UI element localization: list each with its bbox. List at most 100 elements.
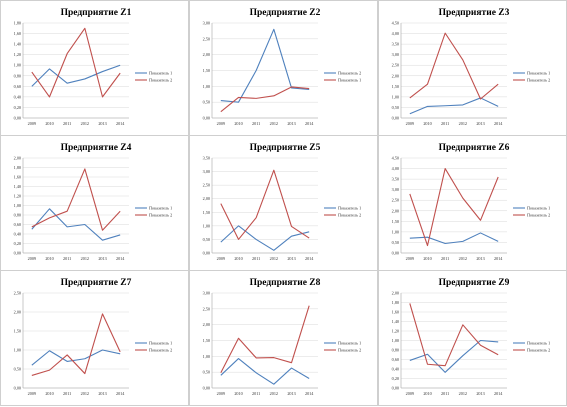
y-tick-label: 1,00 [14,203,21,209]
y-tick-label: 0,00 [392,251,399,257]
y-tick-label: 0,20 [14,241,21,247]
legend-label: Показатель 2 [527,78,550,83]
y-tick-label: 1,40 [14,42,21,48]
series-line-2 [409,32,499,100]
x-tick-label: 2010 [45,256,53,261]
x-tick-label: 2011 [441,256,449,261]
x-tick-label: 2013 [287,256,295,261]
x-tick-label: 2010 [423,121,431,126]
x-tick-label: 2009 [28,256,36,261]
legend-label: Показатель 1 [338,341,361,346]
y-tick-label: 2,50 [203,36,210,42]
y-tick-label: 2,50 [392,63,399,69]
y-tick-label: 0,50 [392,105,399,111]
y-tick-label: 2,00 [14,156,21,162]
x-tick-label: 2011 [441,121,449,126]
chart-svg-3: Предприятие Z3 0,00 0,50 1,00 1,50 2,00 2,50 3,… [392,8,551,126]
x-tick-label: 2009 [28,121,36,126]
y-tick-label: 1,00 [14,348,21,354]
x-tick-label: 2010 [234,121,242,126]
series-line-1 [220,225,310,251]
chart-svg-5: Предприятие Z5 0,00 0,50 1,00 1,50 2,00 2,50 3,… [203,143,362,261]
legend-label: Показатель 2 [527,213,550,218]
y-tick-label: 0,00 [392,386,399,392]
y-tick-label: 1,80 [14,165,21,171]
x-tick-label: 2009 [406,391,414,396]
y-tick-label: 1,50 [203,210,210,216]
y-tick-label: 1,00 [203,84,210,90]
x-tick-label: 2010 [234,391,242,396]
x-tick-label: 2014 [116,256,125,261]
y-tick-label: 0,80 [392,348,399,354]
y-tick-label: 2,00 [14,310,21,316]
y-tick-label: 0,00 [14,116,21,122]
x-tick-label: 2010 [423,391,431,396]
series-line-2 [220,169,310,240]
series-line-1 [409,97,499,115]
x-tick-label: 2009 [406,256,414,261]
y-tick-label: 0,50 [203,100,210,106]
chart-svg-8: Предприятие Z8 0,00 0,50 1,00 1,50 2,00 2,50 3,… [203,278,362,396]
y-tick-label: 2,00 [203,322,210,328]
y-tick-label: 1,00 [392,338,399,344]
y-tick-label: 0,80 [14,73,21,79]
chart-panel-2: Предприятие Z2 0,00 0,50 1,00 1,50 2,00 2,50 3,… [189,0,378,136]
x-tick-label: 2014 [116,391,125,396]
y-tick-label: 2,00 [392,291,399,297]
y-tick-label: 0,40 [392,367,399,373]
x-tick-label: 2010 [234,256,242,261]
x-tick-label: 2014 [494,256,503,261]
legend-label: Показатель 2 [527,348,550,353]
chart-panel-5: Предприятие Z5 0,00 0,50 1,00 1,50 2,00 2,50 3,… [189,135,378,271]
legend-label: Показатель 1 [149,206,172,211]
y-tick-label: 0,00 [14,386,21,392]
y-tick-label: 0,80 [14,213,21,219]
y-tick-label: 4,50 [392,156,399,162]
chart-svg-1: Предприятие Z1 0,00 0,20 0,40 0,60 0,80 1,00 1,… [14,8,173,126]
y-tick-label: 0,60 [14,84,21,90]
x-tick-label: 2011 [63,121,71,126]
x-tick-label: 2009 [217,391,225,396]
chart-panel-1: Предприятие Z1 0,00 0,20 0,40 0,60 0,80 1,00 1,… [0,0,189,136]
y-tick-label: 0,00 [14,251,21,257]
x-tick-label: 2014 [494,121,503,126]
y-tick-label: 3,50 [203,156,210,162]
legend-label: Показатель 2 [338,71,361,76]
y-tick-label: 0,50 [392,240,399,246]
y-tick-label: 3,00 [392,52,399,58]
y-tick-label: 1,20 [392,329,399,335]
y-tick-label: 0,00 [203,386,210,392]
x-tick-label: 2014 [305,391,314,396]
legend-label: Показатель 1 [527,341,550,346]
legend-label: Показатель 1 [338,206,361,211]
legend-label: Показатель 1 [149,341,172,346]
chart-title: Предприятие Z5 [250,143,321,153]
x-tick-label: 2012 [81,121,89,126]
y-tick-label: 3,00 [203,169,210,175]
x-tick-label: 2013 [98,256,106,261]
x-tick-label: 2012 [459,121,467,126]
chart-svg-2: Предприятие Z2 0,00 0,50 1,00 1,50 2,00 2,50 3,… [203,8,362,126]
x-tick-label: 2011 [63,256,71,261]
y-tick-label: 0,20 [14,105,21,111]
x-tick-label: 2011 [441,391,449,396]
y-tick-label: 0,00 [203,251,210,257]
y-tick-label: 1,60 [14,31,21,37]
y-tick-label: 1,60 [392,310,399,316]
legend-label: Показатель 2 [149,213,172,218]
chart-svg-4: Предприятие Z4 0,00 0,20 0,40 0,60 0,80 1,00 1,… [14,143,173,261]
legend-label: Показатель 1 [338,78,361,83]
chart-svg-9: Предприятие Z9 0,00 0,20 0,40 0,60 0,80 1,00 1,… [392,278,551,396]
legend-label: Показатель 1 [527,206,550,211]
series-line-2 [220,86,310,113]
y-tick-label: 1,00 [203,354,210,360]
y-tick-label: 2,50 [203,306,210,312]
y-tick-label: 3,50 [392,42,399,48]
x-tick-label: 2009 [217,121,225,126]
x-tick-label: 2012 [270,391,278,396]
legend-label: Показатель 2 [338,348,361,353]
y-tick-label: 1,20 [14,194,21,200]
y-tick-label: 0,40 [14,94,21,100]
y-tick-label: 2,00 [392,208,399,214]
y-tick-label: 3,00 [203,291,210,297]
